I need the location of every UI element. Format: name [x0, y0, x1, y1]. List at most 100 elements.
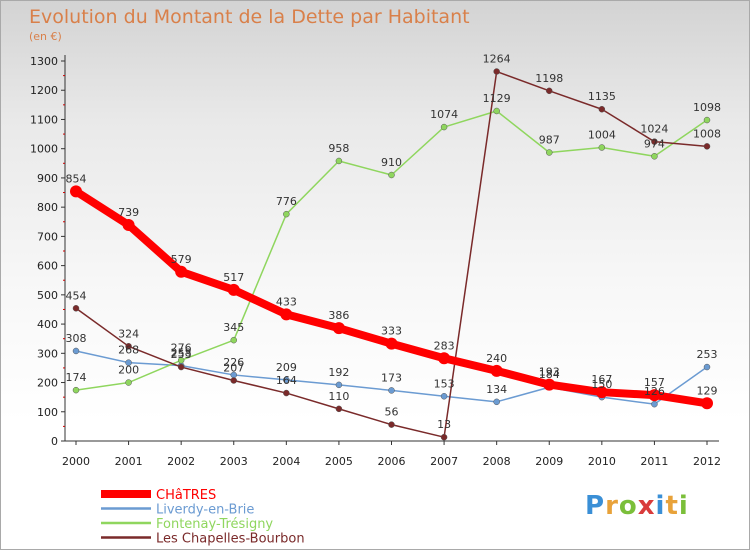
data-label: 13: [437, 418, 451, 431]
data-label: 164: [276, 374, 297, 387]
legend-entry: Les Chapelles-Bourbon: [156, 532, 305, 547]
x-tick-label: 2011: [640, 455, 668, 468]
chart-title: Evolution du Montant de la Dette par Hab…: [29, 6, 470, 28]
data-label: 173: [381, 371, 402, 384]
data-label: 56: [385, 406, 399, 419]
y-tick-label: 800: [37, 201, 58, 214]
data-point: [230, 377, 237, 384]
data-label: 192: [328, 366, 349, 379]
y-tick-label: 1000: [30, 143, 58, 156]
data-point: [177, 357, 185, 364]
data-label: 333: [381, 325, 402, 338]
data-label: 167: [591, 373, 612, 386]
x-tick-label: 2006: [378, 455, 406, 468]
data-point: [493, 68, 500, 75]
y-tick-label: 400: [37, 318, 58, 331]
data-point: [546, 149, 553, 156]
data-label: 209: [276, 361, 297, 374]
data-point: [177, 363, 185, 371]
data-point: [175, 265, 188, 278]
data-label: 174: [66, 371, 87, 384]
x-tick-label: 2002: [167, 455, 195, 468]
data-label: 258: [171, 347, 192, 360]
data-point: [493, 398, 500, 406]
data-label: 854: [66, 172, 87, 185]
data-label: 1074: [430, 108, 458, 121]
data-point: [335, 405, 343, 413]
x-tick-label: 2010: [588, 455, 616, 468]
data-point: [493, 107, 500, 115]
data-label: 1135: [588, 90, 616, 103]
data-label: 910: [381, 156, 402, 169]
data-point: [543, 378, 556, 391]
data-label: 1098: [693, 101, 721, 114]
data-point: [648, 389, 661, 402]
data-label: 193: [539, 366, 560, 379]
y-tick-label: 1300: [30, 55, 58, 68]
data-label: 308: [66, 332, 87, 345]
data-label: 240: [486, 352, 507, 365]
legend-entry: Fontenay-Trésigny: [156, 517, 273, 532]
data-point: [125, 343, 132, 350]
proxiti-logo: Proxiti: [585, 491, 689, 521]
data-label: 134: [486, 383, 507, 396]
x-tick-label: 2008: [483, 455, 511, 468]
data-label: 433: [276, 295, 297, 308]
legend-entry: Liverdy-en-Brie: [156, 503, 254, 518]
data-point: [332, 322, 345, 335]
data-point: [283, 210, 290, 218]
data-label: 987: [539, 133, 560, 146]
data-label: 1008: [693, 127, 721, 140]
data-point: [125, 379, 132, 386]
data-point: [438, 352, 451, 365]
data-point: [125, 359, 132, 366]
x-tick-label: 2007: [430, 455, 458, 468]
x-tick-label: 2000: [62, 455, 90, 468]
data-label: 150: [591, 378, 612, 391]
data-label: 454: [66, 289, 87, 302]
data-label: 974: [644, 137, 665, 150]
data-label: 517: [223, 271, 244, 284]
data-point: [598, 105, 606, 113]
legend-entry: CHâTRES: [156, 488, 216, 503]
data-label: 253: [171, 348, 192, 361]
data-label: 268: [118, 344, 139, 357]
y-tick-label: 300: [37, 347, 58, 360]
data-label: 739: [118, 206, 139, 219]
data-point: [651, 153, 658, 160]
data-point: [283, 389, 290, 397]
data-label: 324: [118, 327, 139, 340]
data-label: 386: [328, 309, 349, 322]
data-point: [388, 387, 395, 394]
y-tick-label: 200: [37, 377, 58, 390]
x-tick-label: 2001: [115, 455, 143, 468]
data-label: 110: [328, 390, 349, 403]
y-tick-label: 600: [37, 260, 58, 273]
data-label: 276: [171, 341, 192, 354]
y-tick-label: 500: [37, 289, 58, 302]
data-label: 1004: [588, 129, 616, 142]
x-tick-label: 2004: [272, 455, 300, 468]
y-tick-label: 100: [37, 406, 58, 419]
data-label: 1264: [483, 53, 511, 66]
x-tick-label: 2009: [535, 455, 563, 468]
data-point: [335, 157, 343, 165]
data-point: [72, 386, 80, 394]
data-point: [70, 185, 82, 198]
data-point: [701, 397, 713, 410]
data-label: 157: [644, 376, 665, 389]
data-point: [388, 421, 395, 428]
data-label: 776: [276, 195, 297, 208]
y-tick-label: 1200: [30, 84, 58, 97]
data-label: 226: [223, 356, 244, 369]
data-point: [595, 386, 608, 399]
data-label: 200: [118, 364, 139, 377]
data-label: 579: [171, 253, 192, 266]
data-point: [72, 347, 80, 355]
data-label: 1129: [483, 92, 511, 105]
data-point: [72, 305, 80, 312]
data-point: [230, 336, 237, 344]
data-label: 126: [644, 385, 665, 398]
